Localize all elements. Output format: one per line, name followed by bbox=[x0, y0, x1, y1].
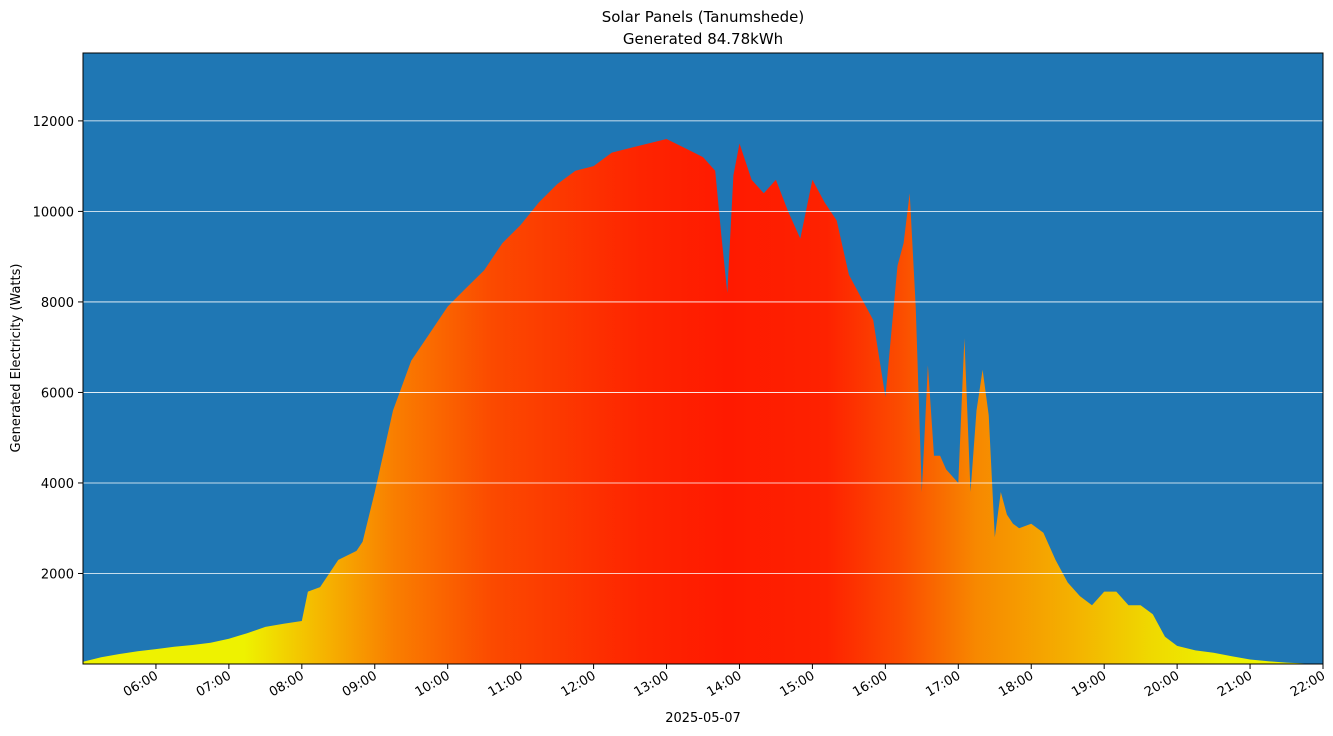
x-tick-label: 08:00 bbox=[267, 668, 307, 700]
y-tick-label: 10000 bbox=[33, 205, 74, 220]
x-tick-label: 06:00 bbox=[121, 668, 161, 700]
x-tick-label: 22:00 bbox=[1288, 668, 1328, 700]
x-tick-label: 20:00 bbox=[1142, 668, 1182, 700]
x-tick-label: 21:00 bbox=[1215, 668, 1255, 700]
x-tick-label: 18:00 bbox=[996, 668, 1036, 700]
y-tick-label: 4000 bbox=[41, 477, 74, 492]
x-tick-label: 09:00 bbox=[340, 668, 380, 700]
y-axis-ticks: 2000 4000 6000 8000 10000 12000 bbox=[33, 115, 83, 582]
x-tick-label: 17:00 bbox=[923, 668, 963, 700]
y-axis-label: Generated Electricity (Watts) bbox=[9, 264, 24, 453]
x-tick-label: 14:00 bbox=[705, 668, 745, 700]
x-tick-label: 10:00 bbox=[413, 668, 453, 700]
y-tick-label: 6000 bbox=[41, 386, 74, 401]
y-gridlines bbox=[83, 120, 1323, 574]
x-tick-label: 16:00 bbox=[850, 668, 890, 700]
y-tick-label: 2000 bbox=[41, 567, 74, 582]
x-tick-label: 12:00 bbox=[559, 668, 599, 700]
x-tick-label: 07:00 bbox=[194, 668, 234, 700]
chart-subtitle: Generated 84.78kWh bbox=[623, 30, 783, 48]
y-tick-label: 12000 bbox=[33, 115, 74, 130]
generation-area bbox=[83, 139, 1323, 664]
x-tick-label: 11:00 bbox=[486, 668, 526, 700]
chart-title: Solar Panels (Tanumshede) bbox=[602, 8, 805, 26]
x-tick-label: 13:00 bbox=[632, 668, 672, 700]
plot-frame bbox=[82, 52, 1324, 665]
x-tick-label: 19:00 bbox=[1069, 668, 1109, 700]
x-tick-label: 15:00 bbox=[777, 668, 817, 700]
x-axis-label: 2025-05-07 bbox=[665, 711, 741, 726]
y-tick-label: 8000 bbox=[41, 296, 74, 311]
x-axis-ticks: 06:00 07:00 08:00 09:00 10:00 11:00 12:00 13:00… bbox=[121, 664, 1328, 700]
